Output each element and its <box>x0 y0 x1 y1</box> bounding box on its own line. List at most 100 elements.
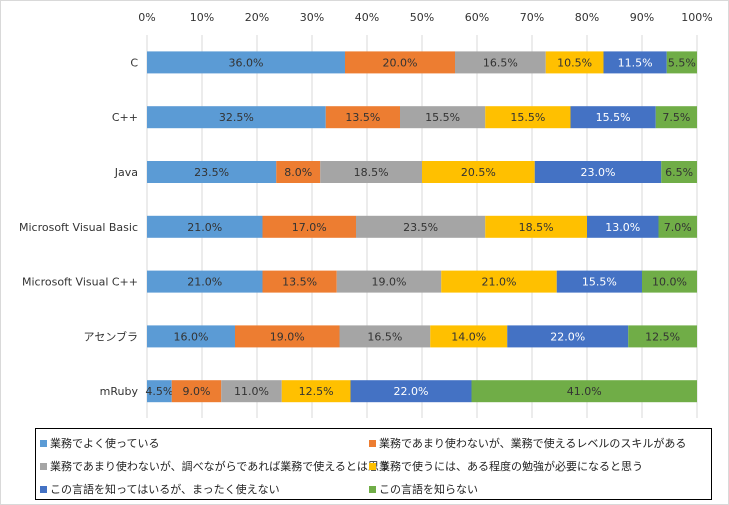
bar-segment <box>400 106 486 129</box>
bar-segment <box>356 215 486 238</box>
x-tick-label: 90% <box>630 11 654 24</box>
data-label: 21.0% <box>187 221 222 234</box>
legend-item: 業務であまり使わないが、調べながらであれば業務で使えるとは思う <box>40 458 390 474</box>
data-label: 16.0% <box>174 330 209 343</box>
bar-segment <box>171 380 222 403</box>
bar-segment <box>655 106 697 129</box>
data-label: 7.5% <box>662 111 690 124</box>
bar-segment <box>422 161 535 183</box>
legend-label: 業務であまり使わないが、調べながらであれば業務で使えるとは思う <box>50 460 390 473</box>
data-label: 15.5% <box>425 111 460 124</box>
data-label: 16.5% <box>367 330 402 343</box>
bar-segment <box>507 325 629 348</box>
bar-segment <box>587 215 659 238</box>
bar-segment <box>336 270 442 293</box>
data-label: 18.5% <box>354 166 389 179</box>
bar-segment <box>350 380 472 403</box>
bar-segment <box>281 380 351 403</box>
data-label: 10.5% <box>557 56 592 69</box>
data-label: 15.5% <box>582 276 617 289</box>
data-label: 14.0% <box>451 330 486 343</box>
data-label: 16.5% <box>483 56 518 69</box>
bar-segment <box>147 270 263 293</box>
data-label: 11.0% <box>234 385 269 398</box>
legend-label: 業務でよく使っている <box>50 437 160 450</box>
bar-segment <box>345 51 455 74</box>
bar-segment <box>603 51 667 74</box>
data-label: 10.0% <box>652 276 687 289</box>
bar-segment <box>485 215 587 238</box>
x-tick-label: 30% <box>300 11 324 24</box>
bar-segment <box>628 325 697 348</box>
data-label: 13.5% <box>282 276 317 289</box>
data-label: 36.0% <box>229 56 264 69</box>
data-label: 32.5% <box>219 111 254 124</box>
bar-segment <box>471 380 697 403</box>
data-label: 15.5% <box>510 111 545 124</box>
data-label: 12.5% <box>645 330 680 343</box>
data-label: 21.0% <box>187 276 222 289</box>
x-tick-label: 50% <box>410 11 434 24</box>
legend-item: 業務で使うには、ある程度の勉強が必要になると思う <box>369 458 643 474</box>
bar-segment <box>485 106 571 129</box>
legend-item: この言語を知ってはいるが、まったく使えない <box>40 481 280 497</box>
data-label: 13.0% <box>605 221 640 234</box>
data-label: 12.5% <box>299 385 334 398</box>
data-label: 8.0% <box>284 166 312 179</box>
data-label: 5.5% <box>668 56 696 69</box>
category-label: Java <box>114 166 138 179</box>
bar-segment <box>545 51 604 74</box>
data-label: 17.0% <box>292 221 327 234</box>
legend-swatch <box>40 439 47 447</box>
legend-label: この言語を知らない <box>379 483 478 496</box>
legend-item: この言語を知らない <box>369 481 478 497</box>
data-label: 19.0% <box>270 330 305 343</box>
bar-segment <box>455 51 546 74</box>
category-label: C++ <box>112 111 138 124</box>
data-label: 9.0% <box>183 385 211 398</box>
data-label: 22.0% <box>550 330 585 343</box>
legend-label: この言語を知ってはいるが、まったく使えない <box>50 483 280 496</box>
bar-segment <box>147 215 263 238</box>
bar-segment <box>658 215 697 238</box>
legend-swatch <box>40 485 47 493</box>
category-label: アセンブラ <box>84 329 138 343</box>
data-label: 15.5% <box>596 111 631 124</box>
bar-segment <box>325 106 400 129</box>
data-label: 21.0% <box>482 276 517 289</box>
data-label: 20.0% <box>383 56 418 69</box>
data-label: 41.0% <box>567 385 602 398</box>
legend: 業務でよく使っている 業務であまり使わないが、業務で使えるレベルのスキルがある 業務… <box>35 428 712 500</box>
data-label: 6.5% <box>665 166 693 179</box>
x-tick-label: 80% <box>575 11 599 24</box>
legend-swatch <box>40 462 47 470</box>
category-label: C <box>130 56 138 69</box>
x-tick-label: 100% <box>681 11 712 24</box>
bar-segment <box>661 161 697 183</box>
data-label: 23.5% <box>403 221 438 234</box>
data-label: 19.0% <box>372 276 407 289</box>
bar-segment <box>534 161 662 183</box>
bar-segment <box>276 161 321 183</box>
category-label: Microsoft Visual C++ <box>22 276 138 289</box>
category-label: mRuby <box>100 385 139 398</box>
legend-item: 業務でよく使っている <box>40 435 159 451</box>
bar-segment <box>262 215 356 238</box>
legend-swatch <box>369 439 376 447</box>
legend-label: 業務で使うには、ある程度の勉強が必要になると思う <box>379 460 643 473</box>
data-label: 20.5% <box>461 166 496 179</box>
data-label: 23.5% <box>194 166 229 179</box>
bar-segment <box>235 325 340 348</box>
bar-segment <box>147 51 345 74</box>
data-label: 22.0% <box>394 385 429 398</box>
x-tick-label: 20% <box>245 11 269 24</box>
bar-segment <box>666 51 697 74</box>
data-label: 4.5% <box>145 385 173 398</box>
category-label: Microsoft Visual Basic <box>19 221 138 234</box>
x-tick-label: 70% <box>520 11 544 24</box>
bar-segment <box>147 106 326 129</box>
data-label: 11.5% <box>618 56 653 69</box>
bar-segment <box>320 161 422 183</box>
x-tick-label: 0% <box>138 11 155 24</box>
